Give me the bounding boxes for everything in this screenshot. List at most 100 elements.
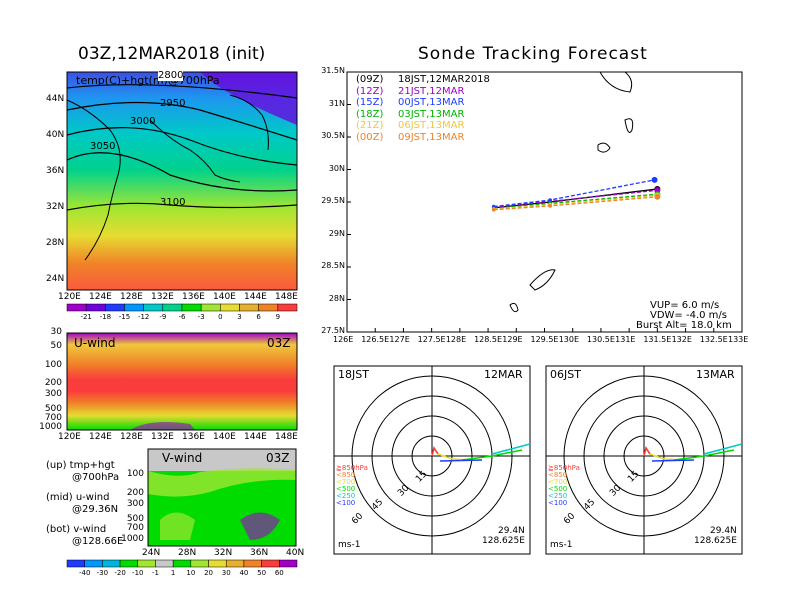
colorbar-swatch [172, 559, 192, 568]
polar-legend-label: <700 [336, 478, 356, 486]
y-tick-label: 30.5N [321, 131, 345, 140]
height-contour [66, 127, 298, 166]
coastline-asia [66, 99, 121, 261]
u-wind-title: U-wind [74, 336, 116, 350]
y-tick-label: 27.5N [321, 326, 345, 335]
wind-colorbar-label: 40 [239, 569, 248, 577]
wind-colorbar-label: 30 [222, 569, 231, 577]
legend-label: 06JST,13MAR [398, 120, 465, 131]
x-tick-label: 128.5E [474, 335, 503, 344]
note-line1: (mid) u-wind [46, 492, 110, 503]
temp-colorbar-label: 3 [237, 313, 241, 321]
wind-colorbar-label: 60 [275, 569, 284, 577]
lat-tick-label: 40N [286, 548, 305, 558]
pressure-tick-label: 300 [44, 389, 62, 399]
x-tick-label: 133E [728, 335, 749, 344]
lon-tick-label: 144E [244, 292, 267, 302]
temp-colorbar-label: 9 [276, 313, 280, 321]
legend-code: (15Z) [356, 97, 384, 108]
colorbar-swatch [84, 559, 103, 568]
u-wind-field [67, 333, 297, 430]
polar-legend-label: <500 [548, 485, 568, 493]
temp-colorbar-label: -9 [159, 313, 166, 321]
legend-label: 03JST,13MAR [398, 108, 465, 120]
wind-colorbar-label: -10 [132, 569, 143, 577]
note-line2: @29.36N [72, 504, 119, 515]
y-tick-label: 31.5N [321, 66, 345, 75]
y-tick-label: 29.5N [321, 196, 345, 205]
wind-colorbar-label: 20 [204, 569, 213, 577]
tracking-panel [346, 71, 743, 333]
colorbar-swatch [243, 559, 262, 568]
lon-tick-label: 144E [244, 432, 267, 442]
note-line2: @700hPa [72, 472, 120, 483]
colorbar-swatch [124, 303, 144, 312]
contour-label: 3050 [90, 141, 116, 152]
wind-colorbar-label: 1 [171, 569, 175, 577]
polar-legend-label: <850 [336, 471, 356, 479]
colorbar-swatch [102, 559, 121, 568]
lon-tick-label: 128E [120, 292, 143, 302]
lat-tick-label: 24N [142, 548, 161, 558]
polar-lon: 128.625E [482, 536, 525, 546]
x-tick-label: 131.5E [643, 335, 672, 344]
x-tick-label: 129.5E [530, 335, 559, 344]
hodograph-trace [651, 459, 695, 462]
wind-colorbar-label: -40 [79, 569, 90, 577]
polar-unit: ms-1 [550, 540, 573, 550]
hodograph-trace [491, 443, 531, 455]
polar-legend-label: ≧850hPa [548, 464, 580, 472]
burst-text: Burst Alt= 18.0 km [636, 320, 732, 331]
coastline-hokkaido [229, 94, 269, 151]
note-line1: (bot) v-wind [46, 524, 107, 535]
lon-tick-label: 140E [213, 292, 236, 302]
colorbar-swatch [277, 303, 298, 312]
coastline-japan [149, 119, 241, 183]
polar-legend-label: <850 [548, 471, 568, 479]
pressure-tick-label: 200 [126, 488, 144, 498]
wind-colorbar-label: -30 [97, 569, 108, 577]
polar-legend-label: ≧850hPa [336, 464, 368, 472]
track-series-group [346, 71, 743, 333]
island-outline [624, 118, 634, 133]
v-wind-panel [147, 448, 297, 547]
x-tick-label: 126.5E [361, 335, 390, 344]
lat-tick-label: 36N [46, 166, 65, 176]
colorbar-swatch [66, 303, 87, 312]
cold-region [200, 72, 297, 125]
temp-colorbar-label: 0 [218, 313, 222, 321]
temp-colorbar-label: -6 [179, 313, 187, 321]
temp-colorbar-label: -3 [198, 313, 205, 321]
colorbar-swatch [155, 559, 174, 568]
height-contour [66, 152, 298, 192]
colorbar-swatch [200, 303, 221, 312]
wind-colorbar-label: 10 [186, 569, 195, 577]
colorbar-swatch [143, 303, 164, 312]
track-point [491, 208, 496, 212]
colorbar-swatch [258, 303, 279, 312]
track-point [548, 204, 552, 208]
wind-colorbar-label: 50 [257, 569, 266, 577]
y-tick-label: 31N [328, 98, 345, 108]
colorbar-swatch [85, 303, 106, 312]
vup-text: VUP= 6.0 m/s [650, 300, 720, 311]
colorbar-swatch [190, 559, 209, 568]
right-title: Sonde Tracking Forecast [418, 44, 648, 64]
height-contour [66, 101, 298, 141]
legend-label: 18JST,12MAR2018 [398, 74, 490, 85]
temp-colorbar-label: 6 [256, 313, 261, 321]
x-tick-label: 130.5E [586, 335, 615, 344]
track-point [651, 176, 658, 183]
x-tick-label: 129E [502, 335, 523, 344]
legend-code: (21Z) [356, 120, 384, 131]
contour-label: 3100 [160, 197, 186, 208]
temperature-field [67, 72, 297, 290]
polar-lat: 29.4N [710, 526, 737, 536]
pressure-tick-label: 1000 [39, 422, 62, 432]
colorbar-swatch [220, 303, 240, 312]
vdw-text: VDW= -4.0 m/s [650, 310, 727, 321]
hodograph-trace [673, 449, 735, 461]
pressure-tick-label: 700 [44, 413, 62, 423]
note-line2: @128.66E [72, 536, 124, 547]
